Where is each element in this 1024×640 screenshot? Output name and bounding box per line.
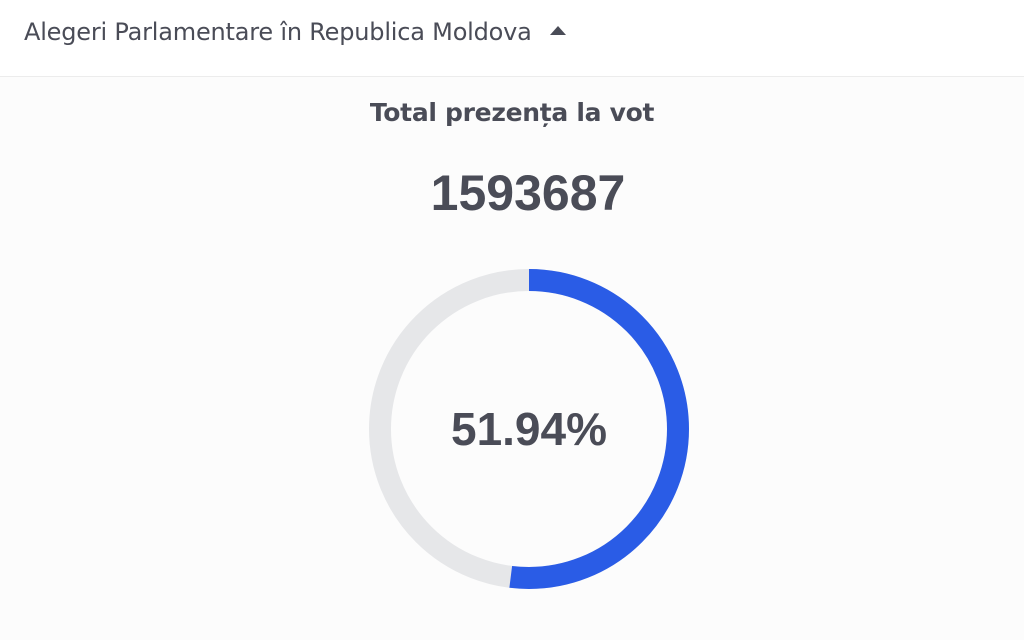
caret-up-icon: [549, 25, 566, 35]
turnout-total-count: 1593687: [430, 165, 626, 221]
election-title: Alegeri Parlamentare în Republica Moldov…: [24, 18, 532, 46]
top-bar: Alegeri Parlamentare în Republica Moldov…: [0, 0, 1024, 77]
turnout-progress-ring: 51.94%: [366, 266, 692, 592]
turnout-percent: 51.94%: [450, 403, 607, 455]
turnout-panel: Total prezența la vot 1593687 51.94%: [0, 78, 1024, 640]
progress-ring-svg: [369, 269, 689, 589]
progress-ring-fill: [369, 269, 689, 589]
turnout-subtitle: Total prezența la vot: [369, 98, 655, 127]
election-selector-toggle[interactable]: Alegeri Parlamentare în Republica Moldov…: [24, 14, 566, 50]
